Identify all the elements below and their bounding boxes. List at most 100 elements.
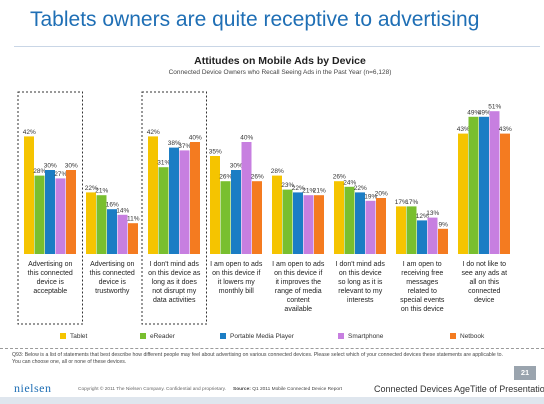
bar-3-0: [210, 156, 220, 254]
bar-2-3: [179, 150, 190, 254]
data-label-1-4: 11%: [127, 216, 140, 223]
data-label-3-3: 40%: [240, 135, 253, 142]
bar-6-0: [396, 206, 406, 254]
chart-title: Attitudes on Mobile Ads by Device: [194, 55, 366, 67]
bar-2-2: [169, 147, 179, 254]
category-label-7-4: device: [474, 297, 494, 304]
bar-1-3: [117, 214, 128, 254]
legend-label-3: Smartphone: [348, 333, 384, 340]
bar-0-3: [55, 178, 66, 254]
chart-subtitle: Connected Device Owners who Recall Seein…: [168, 69, 392, 76]
footer-divider: [0, 348, 544, 349]
data-label-0-0: 42%: [23, 129, 36, 136]
data-label-3-2: 30%: [230, 163, 243, 170]
data-label-7-3: 51%: [488, 104, 501, 111]
bar-1-0: [86, 192, 96, 254]
data-label-2-0: 42%: [147, 129, 160, 136]
category-label-3-1: on this device if: [212, 270, 260, 277]
data-label-4-4: 21%: [313, 188, 326, 195]
data-label-7-4: 43%: [499, 126, 512, 133]
category-label-7-2: all on this: [469, 279, 499, 286]
data-label-5-0: 26%: [333, 174, 346, 181]
category-label-1-3: trustworthy: [95, 288, 130, 295]
data-label-7-0: 43%: [457, 126, 470, 133]
category-label-2-1: on this device as: [148, 270, 201, 277]
data-label-6-3: 13%: [426, 210, 439, 217]
data-label-7-2: 49%: [478, 109, 491, 116]
data-label-3-1: 26%: [219, 174, 232, 181]
legend-item-0: Tablet: [60, 333, 87, 340]
category-label-4-2: it improves the: [275, 279, 321, 286]
bar-7-3: [489, 111, 500, 254]
category-label-7-1: see any ads at: [461, 270, 507, 277]
bar-7-2: [479, 116, 489, 254]
legend-swatch-4: [450, 333, 456, 339]
data-label-4-2: 22%: [292, 185, 305, 192]
bar-0-1: [34, 175, 45, 254]
bar-5-2: [355, 192, 365, 254]
bar-3-4: [252, 181, 262, 254]
category-label-4-1: on this device if: [274, 270, 322, 277]
bar-3-2: [231, 170, 241, 254]
data-label-1-3: 14%: [116, 207, 129, 214]
chart-legend: Tablet eReader Portable Media Player Smartp…: [60, 333, 520, 345]
bar-0-0: [24, 136, 34, 254]
data-label-6-2: 12%: [416, 213, 429, 220]
data-label-5-2: 22%: [354, 185, 367, 192]
category-label-4-0: I am open to ads: [272, 261, 325, 268]
bar-4-4: [314, 195, 324, 254]
source-value: Q1 2011 Mobile Connected Device Report: [252, 387, 342, 392]
data-label-2-3: 37%: [178, 143, 191, 150]
bar-6-3: [427, 217, 438, 254]
category-label-6-2: messages: [406, 279, 438, 286]
data-label-4-3: 21%: [302, 188, 315, 195]
data-label-0-1: 28%: [33, 168, 46, 175]
bar-1-1: [96, 195, 107, 254]
category-label-2-4: data activities: [153, 297, 196, 304]
nielsen-logo: nielsen: [14, 381, 52, 395]
category-label-5-2: so long as it is: [338, 279, 383, 286]
data-label-2-2: 38%: [168, 140, 181, 147]
legend-label-2: Portable Media Player: [230, 333, 294, 340]
bar-6-2: [417, 220, 427, 254]
source-text: Source: Q1 2011 Mobile Connected Device …: [233, 387, 342, 392]
legend-label-1: eReader: [150, 333, 175, 340]
copyright-text: Copyright © 2011 The Nielsen Company. Co…: [78, 387, 226, 392]
category-label-0-3: acceptable: [33, 288, 67, 295]
bar-3-3: [241, 142, 252, 254]
data-label-6-1: 17%: [405, 199, 418, 206]
category-label-1-2: device is: [99, 279, 127, 286]
bar-4-0: [272, 175, 282, 254]
bar-7-0: [458, 133, 468, 254]
category-label-6-5: on this device: [401, 306, 444, 313]
bar-6-4: [438, 228, 448, 254]
category-label-2-2: long as it does: [152, 279, 198, 286]
highlight-box-2: [141, 91, 207, 325]
footer-band: [0, 397, 544, 404]
legend-swatch-1: [140, 333, 146, 339]
category-label-3-0: I am open to ads: [210, 261, 263, 268]
category-label-5-3: relevant to my: [338, 288, 382, 295]
category-label-6-0: I am open to: [403, 261, 442, 268]
bar-4-3: [303, 195, 314, 254]
bar-0-4: [66, 170, 76, 254]
bar-5-1: [344, 186, 355, 254]
bar-4-1: [282, 189, 293, 254]
bar-0-2: [45, 170, 55, 254]
category-label-6-3: related to: [408, 288, 437, 295]
bar-4-2: [293, 192, 303, 254]
data-label-1-2: 16%: [106, 202, 119, 209]
data-label-2-4: 40%: [189, 135, 202, 142]
category-label-2-0: I don't mind ads: [150, 261, 200, 268]
data-label-1-0: 22%: [85, 185, 98, 192]
legend-label-0: Tablet: [70, 333, 88, 340]
data-label-5-3: 19%: [364, 193, 377, 200]
data-label-5-4: 20%: [375, 191, 388, 198]
category-label-5-1: on this device: [339, 270, 382, 277]
data-label-5-1: 24%: [343, 179, 356, 186]
data-label-4-1: 23%: [281, 182, 294, 189]
category-label-4-5: available: [284, 306, 312, 313]
category-label-0-0: Advertising on: [28, 261, 72, 268]
category-label-1-1: this connected: [90, 270, 135, 277]
